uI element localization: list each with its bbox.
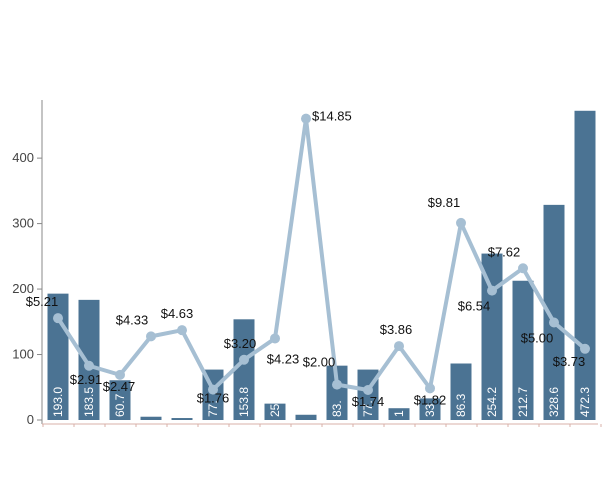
bar (264, 403, 286, 420)
line-point (301, 113, 311, 124)
bar (388, 408, 410, 420)
line-value-label: $9.81 (428, 195, 461, 210)
line-value-label: $2.00 (303, 355, 336, 370)
bar-label: 60.7 (113, 393, 127, 417)
bar (450, 363, 472, 420)
line-point (208, 384, 218, 395)
line-value-label: $6.54 (458, 299, 491, 314)
line-value-label: $4.33 (116, 312, 149, 327)
bar (481, 253, 503, 420)
bar (512, 280, 534, 420)
line-point (332, 379, 342, 390)
bar-label: 153.8 (237, 387, 251, 417)
bar-label: 193.0 (51, 387, 65, 417)
bar-label: 86.3 (454, 393, 468, 417)
bar-label: 77. (206, 400, 220, 417)
bar-label: 328.6 (547, 387, 561, 417)
line-point (518, 263, 528, 274)
line-value-label: $1.76 (197, 391, 230, 406)
bar (109, 380, 131, 420)
bar (140, 416, 162, 420)
y-tick-label: 300 (12, 216, 34, 231)
bar-label: 1 (392, 410, 406, 417)
y-tick-label: 400 (12, 150, 34, 165)
line-point (456, 217, 466, 228)
line-point (270, 333, 280, 344)
line-value-label: $1.74 (352, 394, 385, 409)
line-series (53, 113, 590, 395)
bar (171, 418, 193, 420)
bar (233, 319, 255, 420)
line-value-label: $7.62 (488, 244, 521, 259)
bar (543, 204, 565, 420)
bar (326, 365, 348, 420)
bar-label: 212.7 (516, 387, 530, 417)
line-value-label: $4.63 (161, 306, 194, 321)
line-value-label: $5.00 (521, 331, 554, 346)
line-point (146, 331, 156, 342)
bar (419, 398, 441, 420)
x-axis (42, 423, 602, 427)
bar-label: 33. (423, 400, 437, 417)
line-point (53, 313, 63, 324)
line-value-label: $4.23 (267, 351, 300, 366)
line-point (177, 325, 187, 336)
y-tick-label: 100 (12, 347, 34, 362)
line-point (487, 285, 497, 296)
bar-label: 77. (361, 400, 375, 417)
line-point (394, 341, 404, 352)
line-labels: $5.21 $2.91 $2.47 $4.33 $4.63 $1.76 $3.20 $4.23… (26, 109, 586, 409)
line-value-label: $14.85 (312, 109, 352, 124)
bar (574, 110, 596, 420)
line-point (239, 354, 249, 365)
line-value-label: $2.91 (70, 372, 103, 387)
line-value-label: $3.20 (224, 336, 257, 351)
bar-label: 472.3 (578, 387, 592, 417)
line-point (549, 317, 559, 328)
y-tick-label: 200 (12, 281, 34, 296)
line-point (363, 384, 373, 395)
line-point (84, 360, 94, 371)
line-point (115, 369, 125, 380)
bar (78, 299, 100, 420)
bar (295, 414, 317, 420)
line-value-label: $2.47 (103, 379, 136, 394)
line-value-label: $3.73 (553, 354, 586, 369)
line-point (425, 383, 435, 394)
line-value-label: $1.82 (414, 392, 447, 407)
bar-labels: 193.0 183.5 60.7 77. 153.8 25 83. 77. 1 33. 86.3 25… (51, 387, 592, 417)
bar-label: 183.5 (82, 387, 96, 417)
bar-label: 25 (268, 403, 282, 417)
bar-label: 83. (330, 400, 344, 417)
line-point (580, 343, 590, 354)
y-tick-label: 0 (27, 412, 34, 427)
y-axis: 0 100 200 300 400 (12, 100, 43, 427)
line-path (56, 116, 587, 392)
line-value-label: $5.21 (26, 294, 59, 309)
bar-label: 254.2 (485, 387, 499, 417)
line-value-label: $3.86 (380, 322, 413, 337)
